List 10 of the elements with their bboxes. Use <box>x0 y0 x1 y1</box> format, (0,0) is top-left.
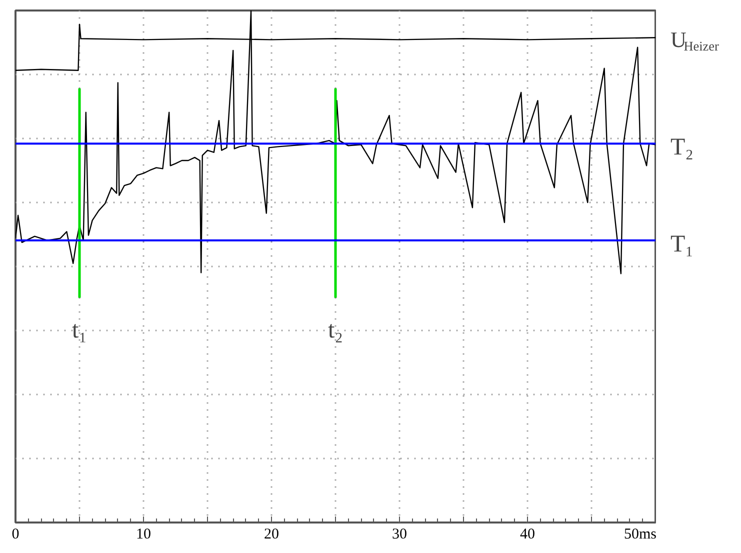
ref-line-label: T₁ <box>670 231 694 258</box>
x-tick-label: 40 <box>520 526 535 542</box>
ref-line-label: t₂ <box>328 318 344 344</box>
x-tick-label: 20 <box>264 526 279 542</box>
x-tick-label: 10 <box>136 526 151 542</box>
x-tick-label: 30 <box>392 526 407 542</box>
x-tick-label: 0 <box>12 526 20 542</box>
x-tick-label: 50ms <box>624 526 657 542</box>
ref-line-label: t₁ <box>72 318 88 344</box>
ref-line-label: T₂ <box>670 134 694 161</box>
